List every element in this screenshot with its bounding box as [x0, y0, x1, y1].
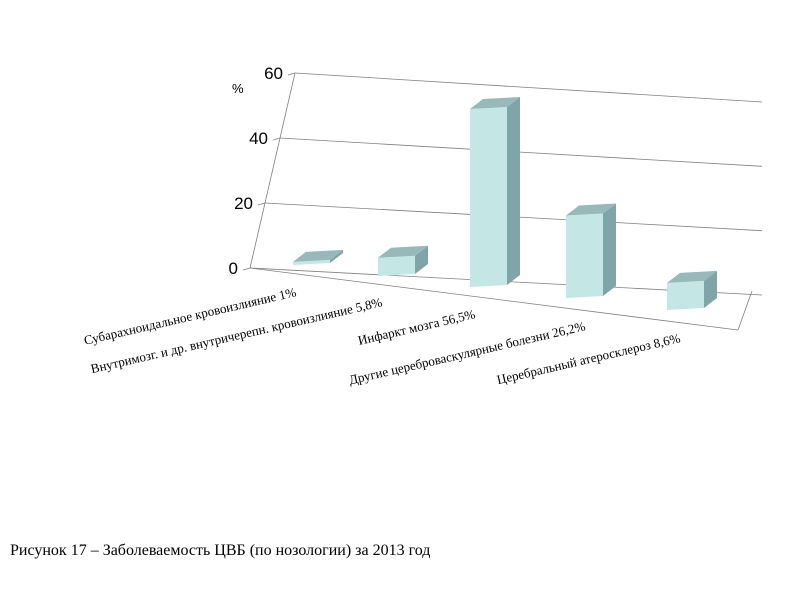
y-axis-line [249, 72, 296, 269]
x-category-label: Инфаркт мозга 56,5% [356, 306, 476, 348]
x-axis-labels: Субарахноидальное кровоизлияние 1%Внутри… [82, 284, 681, 387]
bar-top [378, 245, 428, 258]
y-tick-mark [242, 267, 251, 271]
y-tick-label: 40 [249, 129, 268, 148]
bar-side [507, 97, 520, 286]
bar [470, 97, 520, 288]
bar-front [566, 213, 603, 298]
bar-side [603, 203, 616, 296]
y-axis-ticks: 0 20 40 60 [229, 64, 283, 278]
bar [566, 203, 616, 298]
bar [667, 270, 717, 310]
bars-layer [293, 97, 717, 310]
y-tick-label: 0 [229, 259, 238, 278]
y-tick-mark [257, 202, 266, 206]
bar-side [704, 270, 717, 308]
bar-top [470, 97, 520, 110]
bar [293, 249, 343, 265]
bar-front [378, 255, 415, 276]
bar-side [415, 245, 428, 274]
y-tick-label: 60 [264, 64, 283, 83]
bar-front [293, 259, 330, 265]
bar-side [330, 249, 343, 263]
bar-front [470, 107, 507, 288]
y-tick-mark [272, 137, 281, 141]
y-tick-label: 20 [234, 194, 253, 213]
bar-front [667, 280, 704, 310]
bar-top [566, 203, 616, 216]
figure-caption: Рисунок 17 – Заболеваемость ЦВБ (по нозо… [10, 542, 431, 559]
gridline [279, 137, 763, 167]
bar-top [667, 270, 717, 283]
bar [378, 245, 428, 276]
y-axis-unit: % [232, 81, 244, 96]
floor-front-edge [249, 267, 739, 331]
gridline [294, 72, 763, 103]
bar-top [293, 249, 343, 262]
floor-right-edge [737, 290, 753, 331]
y-tick-mark [287, 72, 296, 76]
